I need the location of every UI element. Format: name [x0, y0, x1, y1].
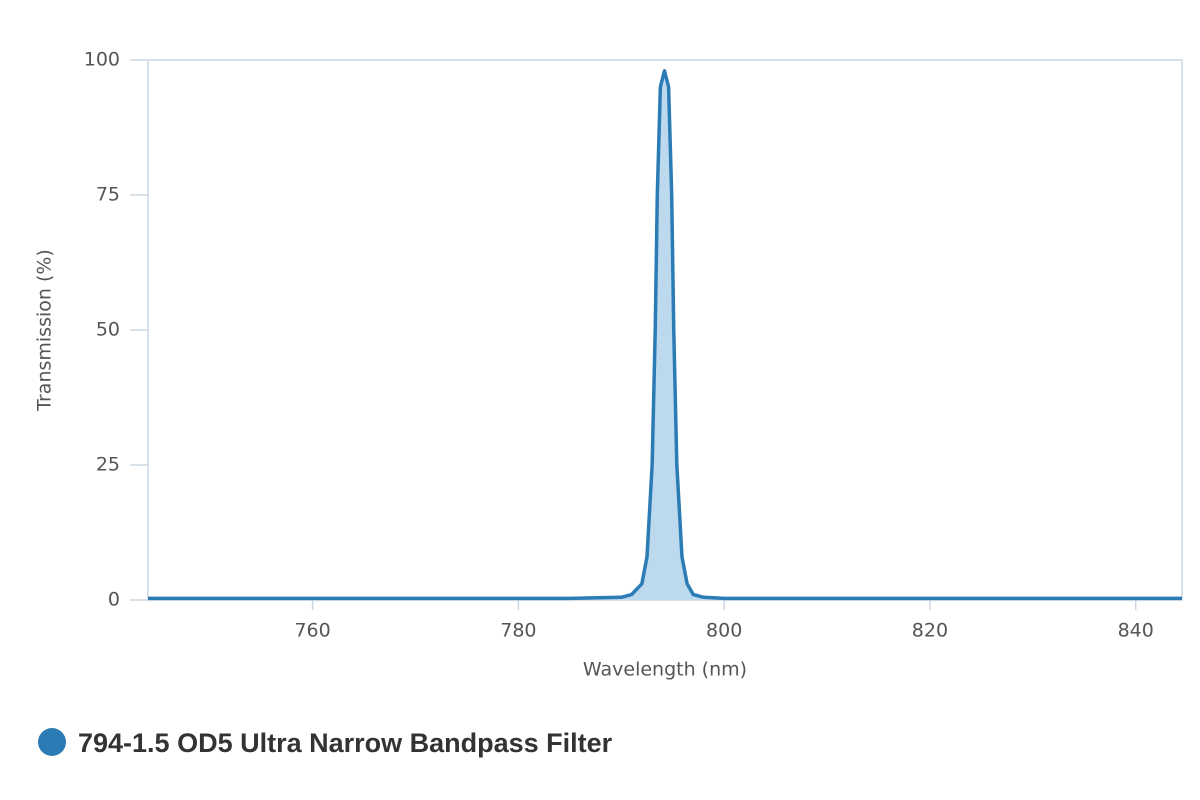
y-tick-label: 50	[96, 319, 120, 341]
x-tick-label: 780	[500, 620, 536, 642]
legend-label: 794-1.5 OD5 Ultra Narrow Bandpass Filter	[78, 728, 613, 758]
x-tick-label: 820	[912, 620, 948, 642]
y-tick-label: 100	[84, 49, 120, 71]
line	[148, 69, 1182, 601]
x-tick-label: 760	[294, 620, 330, 642]
x-axis-title: Wavelength (nm)	[583, 659, 747, 681]
legend-marker	[38, 728, 66, 756]
area	[148, 70, 1182, 601]
y-tick-label: 75	[96, 184, 120, 206]
y-axis-title: Transmission (%)	[34, 249, 56, 412]
x-tick-label: 840	[1118, 620, 1154, 642]
y-tick-label: 25	[96, 454, 120, 476]
x-tick-label: 800	[706, 620, 742, 642]
y-tick-label: 0	[108, 589, 120, 611]
